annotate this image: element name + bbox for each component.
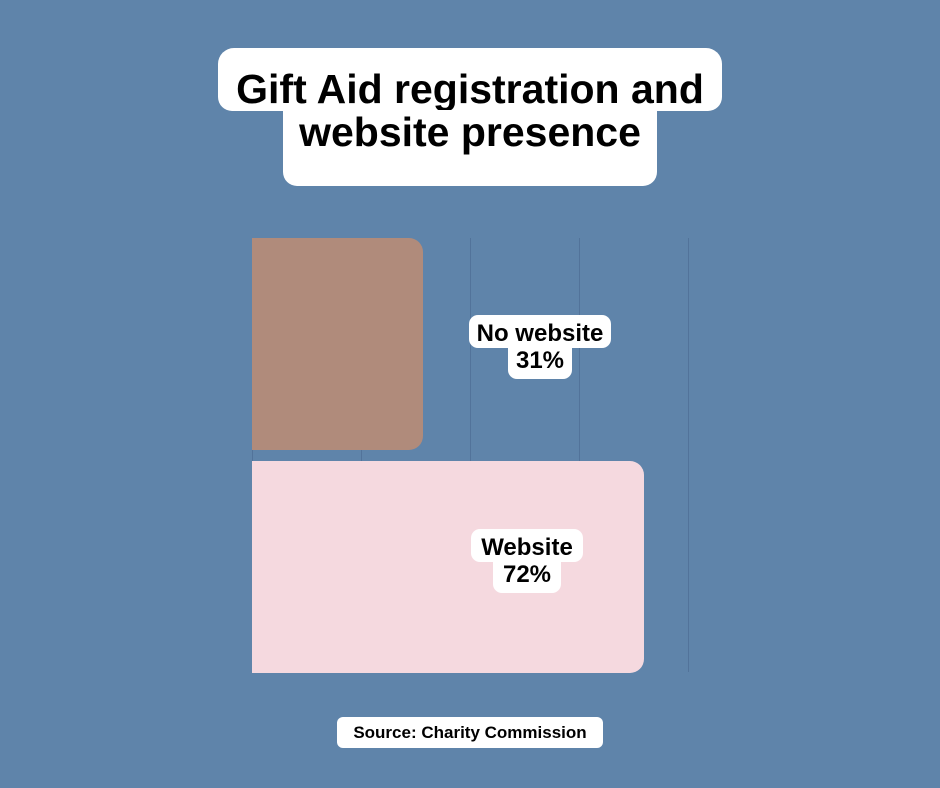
gridline-0 [252,238,253,672]
gridline-60 [579,238,580,672]
chart-title: Gift Aid registration and website presen… [0,48,940,186]
gridline-20 [361,238,362,672]
gridline-40 [470,238,471,672]
label-no-website-name: No website [468,315,612,348]
bar-website [252,461,644,673]
label-website-name: Website [471,529,583,562]
label-no-website-value: 31% [507,346,573,379]
gridline-80 [688,238,689,672]
label-website: Website 72% [427,529,627,593]
source-note: Source: Charity Commission [337,717,603,748]
title-line-1: Gift Aid registration and [218,48,722,111]
label-no-website: No website 31% [440,315,640,379]
bar-no-website [252,238,423,450]
title-line-2: website presence [283,110,657,186]
label-website-value: 72% [492,560,562,593]
